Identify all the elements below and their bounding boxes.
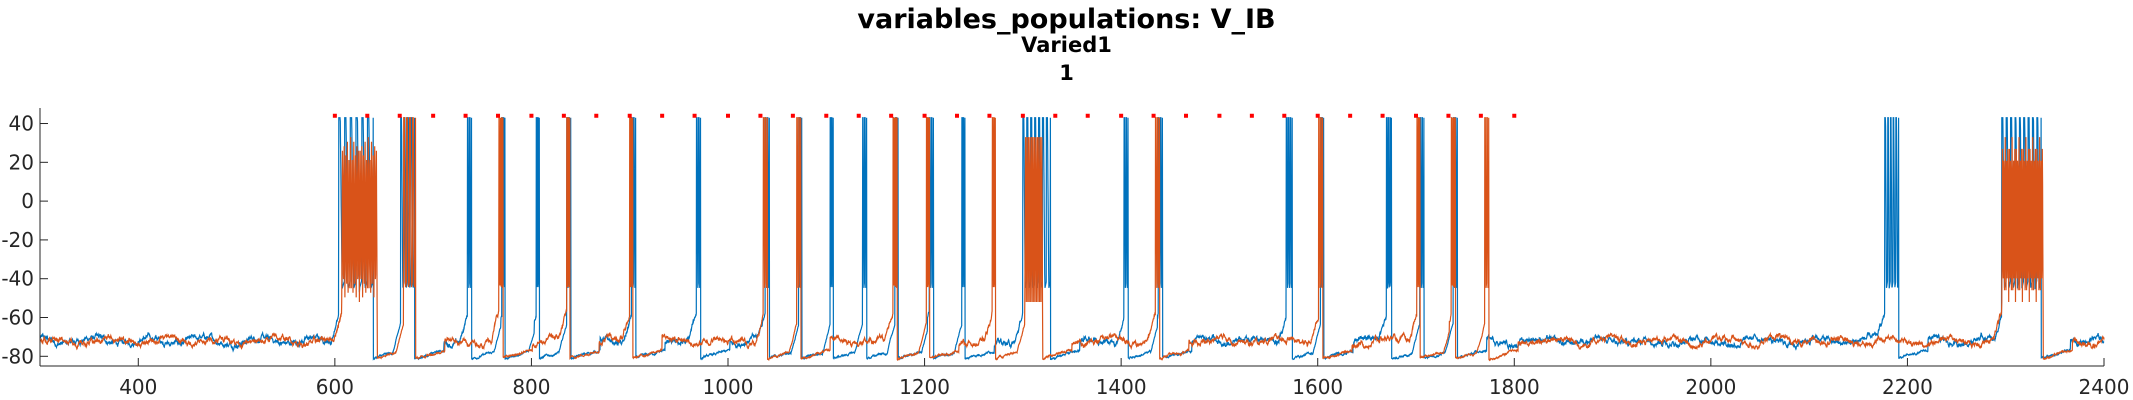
spike-marker [1315, 113, 1320, 118]
chart-title: variables_populations: V_IB [857, 4, 1276, 35]
x-tick-label: 2200 [1882, 375, 1933, 399]
spike-marker [1151, 113, 1156, 118]
spike-marker [463, 113, 468, 118]
x-tick-label: 1000 [703, 375, 754, 399]
spike-marker [529, 113, 534, 118]
y-tick-label: 0 [21, 189, 34, 213]
spike-marker [1380, 113, 1385, 118]
spike-marker [1478, 113, 1483, 118]
spike-marker [726, 113, 730, 118]
y-tick-label: -40 [1, 267, 34, 291]
x-tick-label: 1600 [1292, 375, 1343, 399]
spike-marker [1217, 113, 1222, 118]
y-tick-label: 20 [9, 150, 34, 174]
spike-marker [1282, 113, 1287, 118]
spike-marker [1348, 113, 1353, 118]
y-tick-label: 40 [9, 112, 34, 136]
y-tick-label: -20 [1, 228, 34, 252]
chart-subtitle: Varied1 [1021, 33, 1112, 57]
spike-marker [332, 113, 337, 118]
spike-marker [1085, 113, 1090, 118]
spike-marker [922, 113, 927, 118]
spike-marker [660, 113, 665, 118]
x-tick-label: 1200 [899, 375, 950, 399]
x-tick-label: 1800 [1489, 375, 1540, 399]
spike-marker [1119, 113, 1124, 118]
spike-marker [790, 113, 795, 118]
x-tick-label: 1400 [1096, 375, 1147, 399]
spike-marker [987, 113, 992, 118]
spike-marker [365, 113, 370, 118]
spike-marker [824, 113, 829, 118]
spike-marker [627, 113, 632, 118]
spike-marker [692, 113, 697, 118]
spike-marker [1020, 113, 1025, 118]
spike-marker [397, 113, 402, 118]
spike-marker [955, 113, 960, 118]
spike-marker [1512, 113, 1517, 118]
x-tick-label: 600 [316, 375, 354, 399]
x-tick-label: 2400 [2079, 375, 2130, 399]
chart-subtitle-secondary: 1 [1059, 61, 1074, 85]
spike-marker [856, 113, 861, 118]
y-tick-label: -60 [1, 306, 34, 330]
spike-marker [561, 113, 566, 118]
spike-marker [889, 113, 894, 118]
spike-marker [594, 113, 599, 118]
series-2-line [39, 117, 2105, 362]
spike-marker [1414, 113, 1418, 118]
x-tick-label: 2000 [1685, 375, 1736, 399]
spike-marker [758, 113, 763, 118]
spike-marker [1184, 113, 1189, 118]
spike-marker [1249, 113, 1254, 118]
spike-marker [1053, 113, 1058, 118]
x-tick-label: 800 [512, 375, 550, 399]
x-tick-label: 400 [119, 375, 157, 399]
y-tick-label: -80 [1, 344, 34, 368]
spike-marker [496, 113, 501, 118]
spike-marker [431, 113, 436, 118]
spike-marker [1446, 113, 1451, 118]
